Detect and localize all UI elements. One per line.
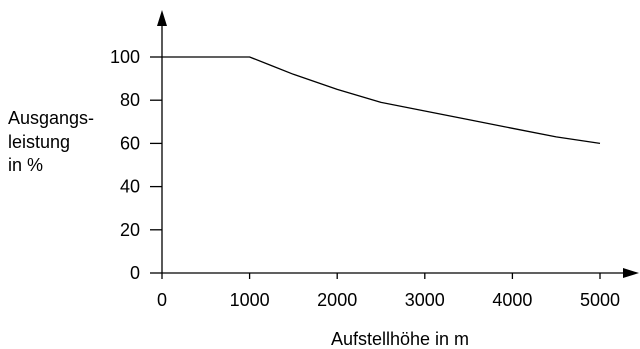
series-line <box>162 56 601 145</box>
y-tick-label: 20 <box>120 220 140 240</box>
axes <box>157 10 639 278</box>
x-ticks: 0 1000 2000 3000 4000 5000 <box>157 273 620 310</box>
x-axis-label: Aufstellhöhe in m <box>331 329 469 349</box>
y-axis-label-line-3: in % <box>8 155 43 175</box>
x-tick-label: 3000 <box>405 290 445 310</box>
x-tick-label: 2000 <box>317 290 357 310</box>
y-axis-label-line-2: leistung <box>8 132 70 152</box>
x-tick-label: 0 <box>157 290 167 310</box>
y-tick-label: 0 <box>130 263 140 283</box>
y-axis-label-line-1: Ausgangs- <box>8 108 94 128</box>
y-tick-label: 80 <box>120 90 140 110</box>
x-axis-arrow-icon <box>623 268 639 278</box>
y-axis-arrow-icon <box>157 10 167 26</box>
x-tick-label: 1000 <box>230 290 270 310</box>
series-group <box>162 56 601 145</box>
y-tick-label: 100 <box>110 47 140 67</box>
y-tick-label: 60 <box>120 133 140 153</box>
y-tick-label: 40 <box>120 177 140 197</box>
x-tick-label: 5000 <box>580 290 620 310</box>
y-ticks: 0 20 40 60 80 100 <box>110 47 162 283</box>
x-tick-label: 4000 <box>492 290 532 310</box>
